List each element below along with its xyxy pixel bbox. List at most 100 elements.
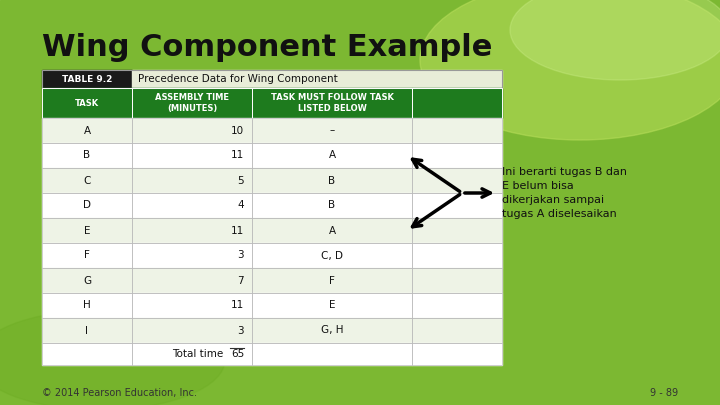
Text: H: H (83, 301, 91, 311)
Text: I: I (86, 326, 89, 335)
Bar (132, 88, 252, 118)
Bar (132, 268, 252, 293)
Bar (412, 143, 502, 168)
Bar (252, 243, 412, 268)
Text: G, H: G, H (320, 326, 343, 335)
Bar (252, 268, 412, 293)
Bar (252, 143, 412, 168)
Bar (252, 88, 412, 118)
Bar (412, 318, 502, 343)
Ellipse shape (510, 0, 720, 80)
Text: E: E (329, 301, 336, 311)
Bar (412, 143, 502, 168)
Text: © 2014 Pearson Education, Inc.: © 2014 Pearson Education, Inc. (42, 388, 197, 398)
Text: Wing Component Example: Wing Component Example (42, 34, 492, 62)
Bar (252, 168, 412, 193)
Bar (42, 88, 132, 118)
Bar (42, 88, 132, 118)
Bar (412, 268, 502, 293)
Text: 10: 10 (231, 126, 244, 136)
Bar (252, 293, 412, 318)
Text: F: F (329, 275, 335, 286)
Bar (42, 70, 502, 88)
Bar (252, 193, 412, 218)
Text: 11: 11 (230, 151, 244, 160)
Bar (132, 343, 252, 365)
Bar (412, 318, 502, 343)
Bar (132, 143, 252, 168)
Bar (412, 118, 502, 143)
Bar (252, 293, 412, 318)
Text: A: A (84, 126, 91, 136)
Bar (132, 143, 252, 168)
Text: TABLE 9.2: TABLE 9.2 (62, 75, 112, 83)
Bar (412, 193, 502, 218)
Bar (412, 293, 502, 318)
Bar (132, 168, 252, 193)
Bar (412, 118, 502, 143)
Bar (42, 243, 132, 268)
Bar (252, 88, 412, 118)
Text: 7: 7 (238, 275, 244, 286)
Bar (132, 88, 252, 118)
Bar (42, 168, 132, 193)
Bar (412, 193, 502, 218)
Bar (412, 243, 502, 268)
Text: B: B (328, 200, 336, 211)
Bar (42, 243, 132, 268)
Bar (252, 218, 412, 243)
Bar (42, 293, 132, 318)
Text: C, D: C, D (321, 251, 343, 260)
Text: G: G (83, 275, 91, 286)
Bar (412, 88, 502, 118)
Bar (132, 293, 252, 318)
Bar (42, 143, 132, 168)
Bar (252, 143, 412, 168)
Bar (42, 168, 132, 193)
Text: 65: 65 (230, 349, 244, 359)
Text: B: B (328, 175, 336, 185)
Text: ASSEMBLY TIME
(MINUTES): ASSEMBLY TIME (MINUTES) (155, 93, 229, 113)
Bar (132, 318, 252, 343)
Text: B: B (84, 151, 91, 160)
Bar (252, 318, 412, 343)
Text: A: A (328, 151, 336, 160)
Text: –: – (329, 126, 335, 136)
Bar (412, 343, 502, 365)
Text: 3: 3 (238, 251, 244, 260)
Bar (42, 143, 132, 168)
Bar (42, 218, 132, 243)
Text: C: C (84, 175, 91, 185)
Bar (412, 293, 502, 318)
Text: A: A (328, 226, 336, 235)
Bar (252, 268, 412, 293)
Bar (132, 343, 252, 365)
Bar (42, 318, 132, 343)
Bar (132, 318, 252, 343)
Bar (42, 343, 132, 365)
Text: 5: 5 (238, 175, 244, 185)
Text: Total time: Total time (172, 349, 224, 359)
Bar (42, 193, 132, 218)
Bar (252, 168, 412, 193)
Bar (132, 293, 252, 318)
Bar (412, 343, 502, 365)
Bar (412, 168, 502, 193)
Bar (132, 193, 252, 218)
Bar (412, 88, 502, 118)
Bar (252, 118, 412, 143)
Text: F: F (84, 251, 90, 260)
Bar (42, 268, 132, 293)
Bar (42, 343, 132, 365)
Bar (42, 193, 132, 218)
Bar (42, 118, 132, 143)
Bar (252, 343, 412, 365)
Bar (132, 218, 252, 243)
Bar (132, 168, 252, 193)
Bar (132, 243, 252, 268)
Bar (412, 218, 502, 243)
Bar (132, 118, 252, 143)
Bar (132, 243, 252, 268)
Bar (42, 118, 132, 143)
Text: D: D (83, 200, 91, 211)
